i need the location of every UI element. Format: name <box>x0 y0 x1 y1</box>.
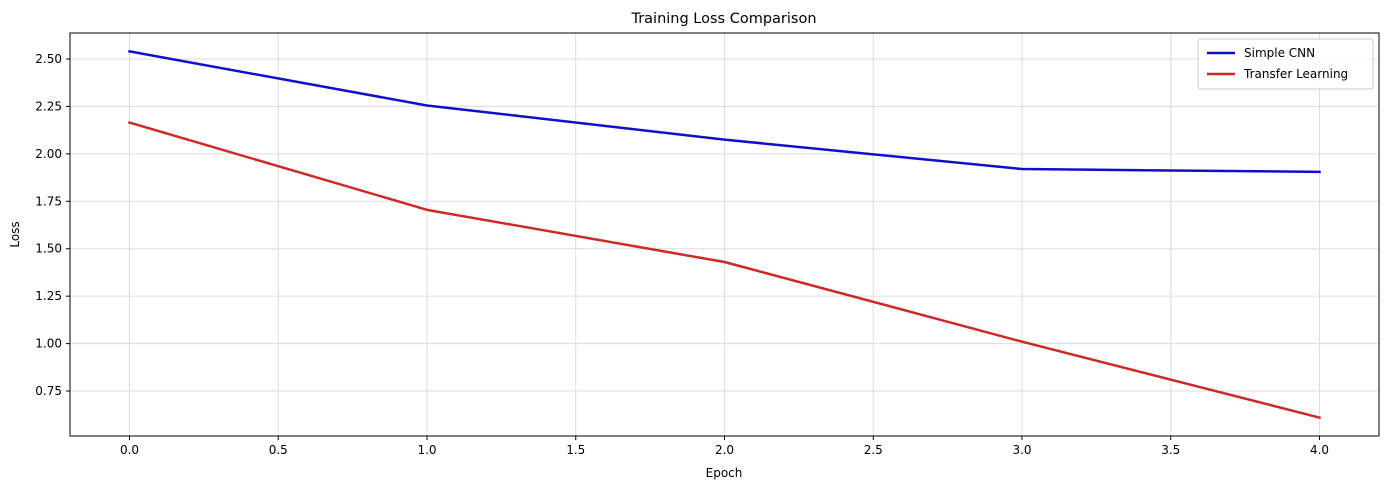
x-axis-label: Epoch <box>706 466 743 480</box>
legend-label: Transfer Learning <box>1243 67 1348 81</box>
legend: Simple CNN Transfer Learning <box>1197 38 1374 90</box>
chart-title: Training Loss Comparison <box>630 11 816 27</box>
x-axis-ticks: 0.0 0.5 1.0 1.5 2.0 2.5 3.0 3.5 4.0 <box>120 436 1329 457</box>
x-tick-label: 0.0 <box>120 443 139 457</box>
grid <box>70 33 1379 436</box>
y-tick-label: 2.25 <box>35 99 62 113</box>
y-tick-label: 0.75 <box>35 384 62 398</box>
y-tick-label: 1.25 <box>35 289 62 303</box>
x-tick-label: 3.5 <box>1161 443 1180 457</box>
y-tick-label: 2.00 <box>35 147 62 161</box>
x-tick-label: 2.0 <box>715 443 734 457</box>
series-line-1 <box>127 121 1322 420</box>
x-tick-label: 3.0 <box>1012 443 1031 457</box>
x-tick-label: 0.5 <box>269 443 288 457</box>
y-tick-label: 1.50 <box>35 242 62 256</box>
x-tick-label: 1.5 <box>566 443 585 457</box>
y-tick-label: 2.50 <box>35 52 62 66</box>
y-tick-label: 1.00 <box>35 337 62 351</box>
y-axis-ticks: 0.75 1.00 1.25 1.50 1.75 2.00 2.25 2.50 <box>35 52 70 398</box>
legend-label: Simple CNN <box>1244 46 1315 60</box>
x-tick-label: 2.5 <box>864 443 883 457</box>
y-tick-label: 1.75 <box>35 194 62 208</box>
legend-box <box>1197 38 1374 90</box>
x-tick-label: 1.0 <box>417 443 436 457</box>
series-line-0 <box>128 49 1321 174</box>
y-axis-label: Loss <box>8 221 22 247</box>
x-tick-label: 4.0 <box>1310 443 1329 457</box>
series-lines <box>127 49 1322 420</box>
